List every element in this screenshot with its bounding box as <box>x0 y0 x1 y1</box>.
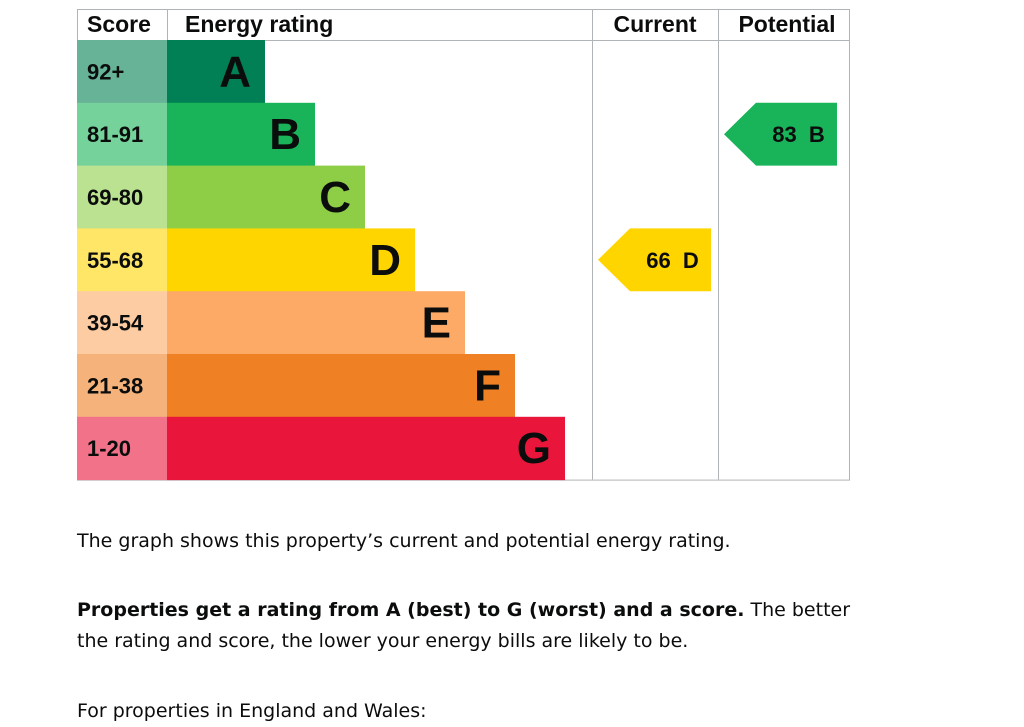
score-cell-f <box>77 354 167 418</box>
score-cell-d <box>77 228 167 292</box>
score-cell-g <box>77 416 167 481</box>
score-range-f: 21-38 <box>87 373 143 398</box>
current-rating-label: 66 D <box>646 248 699 273</box>
score-range-b: 81-91 <box>87 122 143 147</box>
band-letter-e: E <box>422 299 451 348</box>
band-letter-a: A <box>219 47 251 96</box>
paragraph-england-wales: For properties in England and Wales: <box>77 700 427 722</box>
rating-arrows: 66 D 83 B <box>598 102 837 292</box>
energy-rating-chart: 92+ A81-91 B69-80 C55-68 D39-54 E21-38 F1-20 G … <box>77 9 850 481</box>
band-letter-f: F <box>474 361 501 410</box>
rating-explanation-rest: The better the rating and score, the low… <box>77 599 851 652</box>
score-range-a: 92+ <box>87 59 124 84</box>
paragraph-graph-description: The graph shows this property’s current … <box>77 530 731 552</box>
score-range-c: 69-80 <box>87 185 143 210</box>
potential-arrow <box>724 102 837 166</box>
score-range-e: 39-54 <box>87 311 144 336</box>
score-cell-c <box>77 165 167 229</box>
header-energy-rating: Energy rating <box>185 11 333 37</box>
band-letter-b: B <box>269 110 301 159</box>
band-bar-f <box>167 354 515 418</box>
rating-explanation-bold: Properties get a rating from A (best) to… <box>77 599 745 621</box>
potential-rating-label: 83 B <box>772 122 825 147</box>
score-cell-e <box>77 291 167 355</box>
band-bar-a <box>167 40 265 104</box>
band-bar-d <box>167 228 415 292</box>
chart-header: Score Energy rating Current Potential <box>87 11 836 37</box>
score-range-d: 55-68 <box>87 248 143 273</box>
band-bar-c <box>167 165 365 229</box>
score-cell-b <box>77 102 167 167</box>
band-letter-g: G <box>517 424 551 473</box>
rating-bands: 92+ A 81-91 B 69-80 C 55-68 D 39-54 E 21-38 F 1-20 G <box>77 40 565 481</box>
band-bar-g <box>167 416 565 481</box>
paragraph-rating-explanation: Properties get a rating from A (best) to… <box>77 595 877 657</box>
current-arrow <box>598 228 711 292</box>
score-cell-a <box>77 40 167 104</box>
header-potential: Potential <box>738 11 835 37</box>
header-current: Current <box>613 11 696 37</box>
score-range-g: 1-20 <box>87 436 131 461</box>
band-letter-d: D <box>369 236 401 285</box>
band-bar-e <box>167 291 465 355</box>
band-letter-c: C <box>319 173 351 222</box>
band-bar-b <box>167 102 315 167</box>
header-score: Score <box>87 11 151 37</box>
